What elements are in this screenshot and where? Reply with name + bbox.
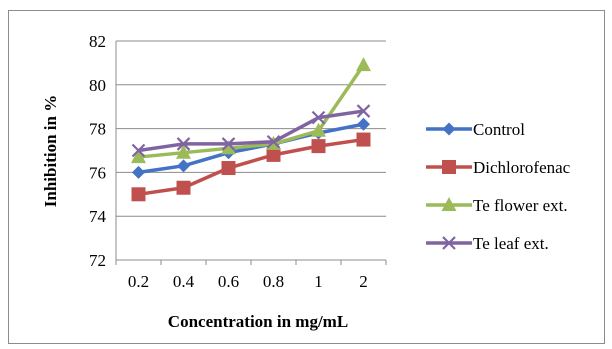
data-point	[176, 137, 191, 151]
series-square	[131, 132, 371, 202]
legend-entry: Te flower ext.	[426, 196, 568, 215]
y-axis-title: Inhibition in %	[41, 95, 60, 207]
data-point	[177, 159, 190, 173]
series-line	[138, 64, 365, 159]
legend-entry: Dichlorofenac	[426, 158, 571, 177]
y-tick-label: 78	[89, 120, 106, 139]
grid-layer	[116, 40, 386, 261]
data-point	[221, 140, 236, 155]
legend-marker	[442, 122, 456, 136]
legend-marker	[441, 197, 457, 211]
legend: Control Dichlorofenac Te flower ext. Te lea…	[426, 120, 571, 253]
x-axis-title: Concentration in mg/mL	[168, 312, 348, 331]
x-tick-label: 0.6	[218, 272, 239, 291]
data-point	[356, 57, 371, 72]
data-point	[176, 144, 191, 159]
legend-marker	[442, 236, 456, 250]
line-chart: 72 74 76 78 80 82 0.2 0.4 0.6 0.8 1 2 Inhibition in…	[41, 32, 571, 331]
legend-label: Control	[473, 120, 525, 139]
legend-entry: Te leaf ext.	[426, 234, 549, 253]
data-point	[311, 139, 326, 154]
data-point	[356, 104, 371, 118]
data-point	[266, 134, 281, 149]
series-line	[138, 137, 364, 197]
series-diamond	[132, 117, 370, 179]
legend-entry: Control	[426, 120, 525, 139]
legend-label: Te leaf ext.	[473, 234, 549, 253]
y-tick-label: 72	[89, 251, 106, 270]
x-tick-label: 0.8	[263, 272, 284, 291]
y-tick-label: 82	[89, 32, 106, 51]
data-point	[221, 137, 236, 151]
legend-marker	[442, 160, 456, 174]
data-point	[131, 187, 146, 202]
data-point	[266, 147, 281, 162]
data-point	[131, 143, 146, 158]
data-point	[176, 180, 191, 195]
x-tick-label: 2	[359, 272, 368, 291]
data-point	[311, 110, 326, 125]
legend-label: Dichlorofenac	[473, 158, 571, 177]
data-point	[311, 122, 326, 137]
x-tick-label: 0.4	[173, 272, 195, 291]
series-line	[138, 109, 364, 153]
x-tick-label: 0.2	[128, 272, 149, 291]
y-tick-label: 80	[89, 76, 106, 95]
series-layer	[131, 57, 371, 202]
data-point	[356, 132, 371, 147]
legend-label: Te flower ext.	[473, 196, 568, 215]
chart-frame: 72 74 76 78 80 82 0.2 0.4 0.6 0.8 1 2 Inhibition in…	[8, 10, 605, 344]
x-tick-label: 1	[314, 272, 323, 291]
data-point	[131, 149, 146, 164]
axis-layer: 72 74 76 78 80 82 0.2 0.4 0.6 0.8 1 2	[89, 32, 387, 291]
series-line	[138, 122, 364, 175]
data-point	[221, 161, 236, 176]
series-x	[131, 104, 371, 158]
data-point	[357, 117, 370, 131]
data-point	[132, 165, 145, 179]
y-tick-label: 74	[89, 207, 107, 226]
y-tick-label: 76	[89, 163, 106, 182]
